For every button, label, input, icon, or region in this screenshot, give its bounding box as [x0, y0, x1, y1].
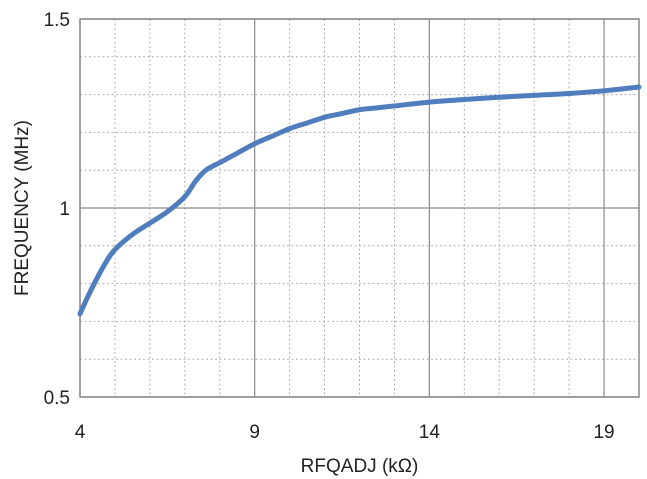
- x-tick-labels: 4 9 14 19: [75, 422, 615, 443]
- x-axis-title: RFQADJ (kΩ): [301, 456, 419, 477]
- y-tick-label: 1: [59, 199, 70, 220]
- plot-frame: [79, 18, 640, 398]
- x-tick-label: 4: [75, 422, 86, 443]
- x-tick-label: 19: [593, 422, 614, 443]
- y-tick-labels: 0.5 1 1.5: [44, 10, 70, 409]
- y-axis-title: FREQUENCY (MHz): [12, 120, 33, 296]
- series-layer: [77, 84, 642, 317]
- x-tick-label: 14: [419, 422, 441, 443]
- frequency-series-line: [77, 84, 642, 317]
- x-tick-label: 9: [249, 422, 260, 443]
- y-tick-label: 0.5: [44, 388, 70, 409]
- y-tick-label: 1.5: [44, 10, 70, 31]
